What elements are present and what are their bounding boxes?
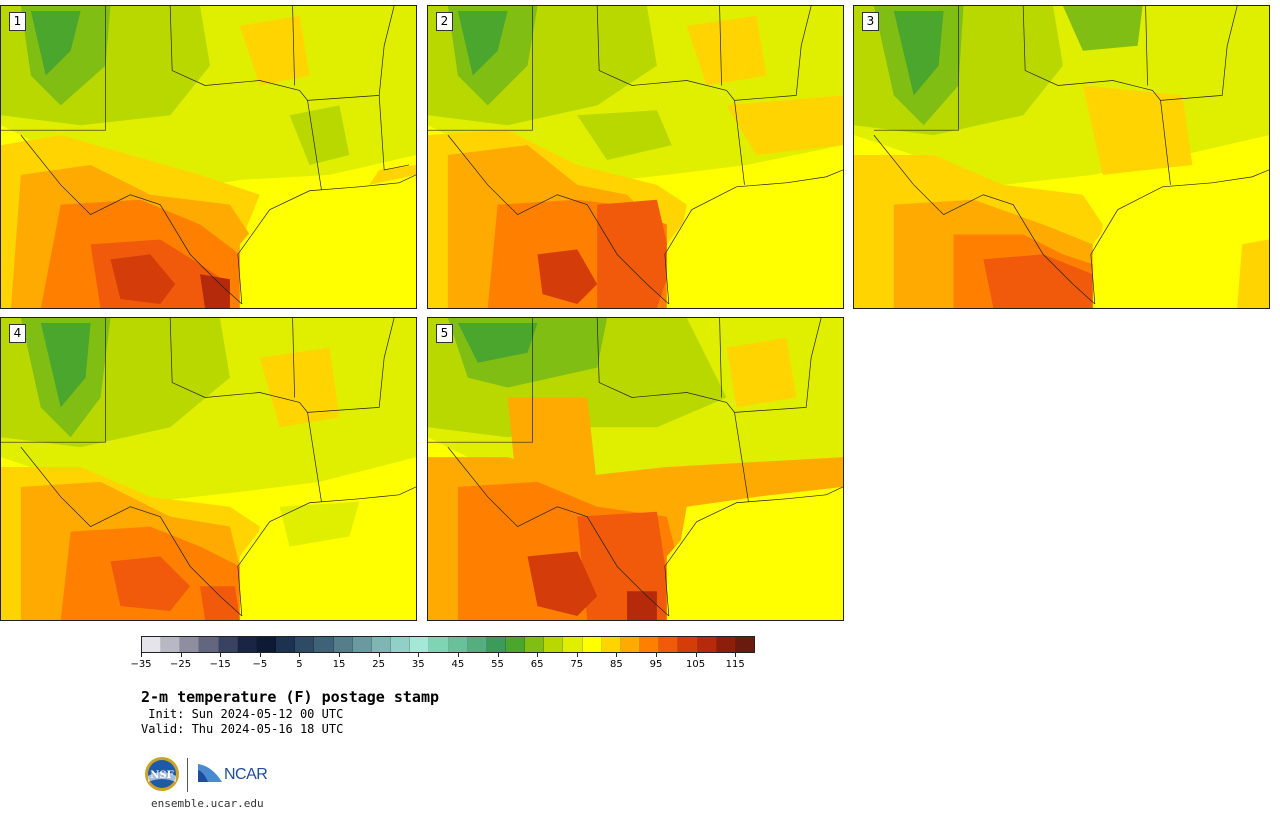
- colorbar-segment: [410, 637, 430, 652]
- ncar-swoosh-icon: [198, 764, 222, 782]
- temperature-map: [428, 318, 843, 620]
- map-panel-2: 2: [427, 5, 844, 309]
- colorbar-segment: [659, 637, 679, 652]
- colorbar-segment: [237, 637, 257, 652]
- temperature-map: [1, 318, 416, 620]
- colorbar-tick: [695, 653, 697, 657]
- colorbar-tick-label: 65: [530, 659, 544, 670]
- colorbar-segment: [314, 637, 334, 652]
- figure-title: 2-m temperature (F) postage stamp: [141, 688, 440, 706]
- colorbar-tick: [259, 653, 261, 657]
- colorbar-tick: [576, 653, 578, 657]
- init-time: Init: Sun 2024-05-12 00 UTC: [141, 707, 344, 721]
- colorbar-segment: [735, 637, 754, 652]
- colorbar-segment: [505, 637, 526, 652]
- colorbar-tick-label: 5: [296, 659, 303, 670]
- colorbar-segment: [218, 637, 238, 652]
- colorbar-segment: [678, 637, 698, 652]
- colorbar-segment: [333, 637, 353, 652]
- colorbar-segment: [716, 637, 736, 652]
- colorbar-segment: [467, 637, 487, 652]
- colorbar-tick: [497, 653, 499, 657]
- colorbar-tick-label: 15: [332, 659, 346, 670]
- ncar-logo-text: NCAR: [224, 766, 268, 783]
- colorbar-tick-label: 35: [411, 659, 425, 670]
- colorbar-tick: [141, 653, 142, 657]
- map-panel-4: 4: [0, 317, 417, 621]
- colorbar-tick-label: 95: [649, 659, 663, 670]
- panel-number-label: 2: [436, 12, 453, 31]
- colorbar-tick-label: 55: [491, 659, 504, 670]
- colorbar-tick-label: −5: [252, 659, 268, 670]
- map-panel-1: 1: [0, 5, 417, 309]
- colorbar-ticks: −35 −25 −15 −5 5 15 25 35 45 55 65 75 85 95 105 115: [130, 653, 755, 673]
- colorbar-segment: [697, 637, 717, 652]
- colorbar-tick: [537, 653, 539, 657]
- temperature-map: [1, 6, 416, 308]
- colorbar-segment: [180, 637, 200, 652]
- colorbar-segment: [640, 637, 660, 652]
- colorbar-tick: [180, 653, 182, 657]
- colorbar-segment: [371, 637, 392, 652]
- colorbar-segment: [544, 637, 564, 652]
- colorbar-tick-label: 25: [372, 659, 386, 670]
- temperature-colorbar: [141, 636, 755, 653]
- colorbar-segment: [429, 637, 449, 652]
- colorbar-segment: [563, 637, 583, 652]
- temperature-map: [428, 6, 843, 308]
- nsf-logo: NSF: [145, 757, 179, 791]
- colorbar-tick: [457, 653, 459, 657]
- colorbar-segment: [276, 637, 296, 652]
- colorbar-segment: [582, 637, 602, 652]
- website-url: ensemble.ucar.edu: [151, 797, 264, 810]
- colorbar-tick: [735, 653, 737, 657]
- panel-number-label: 4: [9, 324, 26, 343]
- colorbar-tick-label: 115: [725, 659, 745, 670]
- colorbar-tick-label: −35: [130, 659, 152, 670]
- colorbar-tick: [418, 653, 420, 657]
- colorbar-tick: [655, 653, 657, 657]
- colorbar-segment: [295, 637, 315, 652]
- colorbar-segment: [448, 637, 468, 652]
- colorbar-tick-label: 45: [451, 659, 465, 670]
- valid-time: Valid: Thu 2024-05-16 18 UTC: [141, 722, 344, 736]
- panel-number-label: 3: [862, 12, 879, 31]
- logo-divider: [187, 758, 188, 792]
- colorbar-tick-label: 85: [609, 659, 623, 670]
- map-panel-5: 5: [427, 317, 844, 621]
- ncar-logo: NCAR: [198, 762, 274, 788]
- colorbar-tick: [339, 653, 341, 657]
- colorbar-segment: [620, 637, 641, 652]
- colorbar-segment: [525, 637, 545, 652]
- colorbar-segment: [161, 637, 181, 652]
- colorbar-segment: [352, 637, 372, 652]
- colorbar-tick-label: 105: [686, 659, 706, 670]
- colorbar-tick: [299, 653, 301, 657]
- logos: NSF NCAR: [144, 756, 274, 794]
- colorbar-segment: [391, 637, 411, 652]
- panel-number-label: 1: [9, 12, 26, 31]
- colorbar-segment: [199, 637, 219, 652]
- nsf-logo-text: NSF: [150, 770, 173, 781]
- colorbar-segment: [601, 637, 621, 652]
- colorbar-tick-label: 75: [570, 659, 584, 670]
- colorbar-segment: [142, 637, 162, 652]
- colorbar-tick-label: −25: [170, 659, 192, 670]
- colorbar-tick: [220, 653, 222, 657]
- panel-number-label: 5: [436, 324, 453, 343]
- temperature-map: [854, 6, 1269, 308]
- map-panel-3: 3: [853, 5, 1270, 309]
- colorbar-tick: [378, 653, 380, 657]
- colorbar-segment: [256, 637, 277, 652]
- colorbar-tick-label: −15: [209, 659, 231, 670]
- colorbar-segment: [486, 637, 506, 652]
- colorbar-tick: [616, 653, 618, 657]
